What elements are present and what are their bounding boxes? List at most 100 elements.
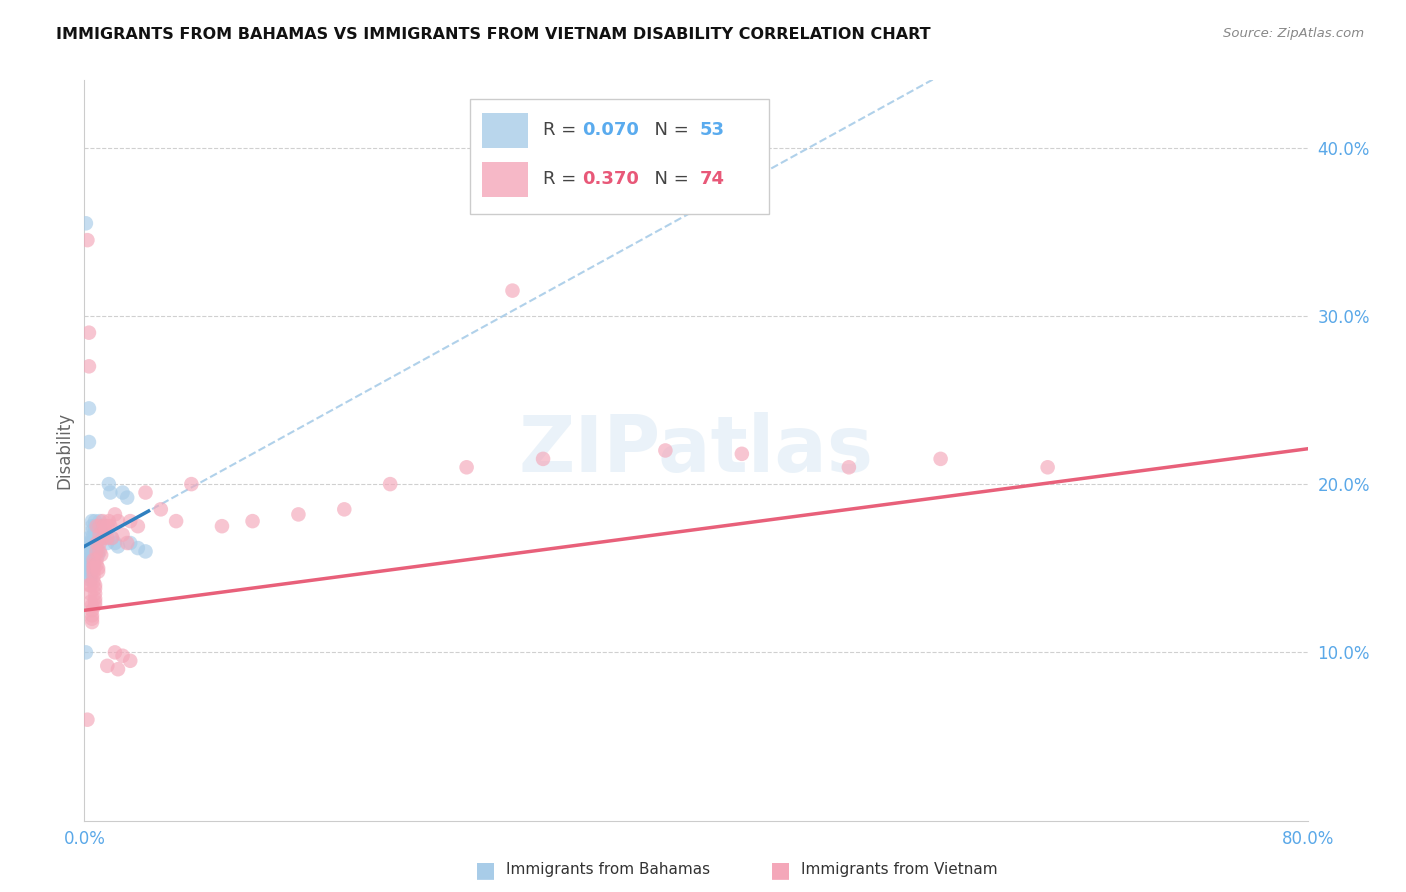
Point (80, 531, 103, 545)
Point (96, 536, 118, 550)
Point (84, 519, 107, 533)
FancyBboxPatch shape (482, 161, 529, 197)
Point (115, 491, 138, 505)
Point (84, 531, 107, 545)
Point (84, 582, 107, 596)
Point (1036, 460, 1059, 475)
Point (97, 477, 120, 491)
Point (120, 514, 142, 528)
Point (101, 531, 124, 545)
Point (96, 658, 118, 673)
Point (80, 536, 103, 550)
Point (91, 531, 114, 545)
Point (90, 548, 112, 562)
Point (120, 654, 142, 668)
Point (120, 536, 142, 550)
Point (80, 514, 103, 528)
Text: 53: 53 (700, 121, 724, 139)
Point (98, 485, 121, 500)
Point (111, 485, 134, 500)
Point (80, 524, 103, 539)
Point (287, 508, 309, 522)
Point (76, 553, 98, 567)
Text: R =: R = (543, 169, 582, 187)
Point (83, 561, 105, 575)
Point (91, 527, 114, 541)
Point (86, 558, 108, 572)
Text: R =: R = (543, 121, 582, 139)
Point (89, 514, 111, 528)
Point (104, 645, 127, 659)
Point (135, 544, 157, 558)
Point (90, 524, 112, 539)
Point (76, 561, 98, 575)
Point (93, 519, 115, 533)
Text: 0.070: 0.070 (582, 121, 640, 139)
Point (86, 536, 108, 550)
Point (79, 569, 101, 583)
Point (502, 284, 524, 298)
Point (242, 514, 264, 528)
Point (97, 514, 120, 528)
Point (77, 359, 100, 374)
Text: Source: ZipAtlas.com: Source: ZipAtlas.com (1223, 27, 1364, 40)
Text: Immigrants from Bahamas: Immigrants from Bahamas (506, 863, 710, 877)
Point (89, 536, 111, 550)
Point (80, 608, 103, 623)
Point (76, 544, 98, 558)
Point (80, 603, 103, 617)
Point (89, 527, 111, 541)
Text: 74: 74 (700, 169, 724, 187)
Text: ■: ■ (770, 860, 790, 880)
Point (79, 595, 101, 609)
Point (80, 599, 103, 613)
Text: N =: N = (644, 121, 695, 139)
Point (77, 531, 100, 545)
Point (76, 713, 98, 727)
Point (83, 574, 105, 589)
Point (87, 544, 110, 558)
FancyBboxPatch shape (470, 99, 769, 213)
Text: Immigrants from Vietnam: Immigrants from Vietnam (801, 863, 998, 877)
Point (96, 531, 118, 545)
Point (107, 514, 129, 528)
Point (83, 548, 105, 562)
Point (80, 541, 103, 555)
Point (76, 233, 98, 247)
Point (93, 531, 115, 545)
Point (87, 565, 110, 579)
Point (111, 527, 134, 541)
Text: ZIPatlas: ZIPatlas (519, 412, 873, 489)
Point (76, 558, 98, 572)
Point (127, 519, 149, 533)
Point (84, 591, 107, 606)
Point (75, 216, 97, 230)
Point (149, 502, 172, 516)
Point (84, 514, 107, 528)
Point (89, 519, 111, 533)
Point (86, 519, 108, 533)
Point (96, 519, 118, 533)
Point (83, 565, 105, 579)
Point (104, 508, 127, 522)
Point (79, 561, 101, 575)
Point (89, 519, 111, 533)
Point (84, 524, 107, 539)
Text: IMMIGRANTS FROM BAHAMAS VS IMMIGRANTS FROM VIETNAM DISABILITY CORRELATION CHART: IMMIGRANTS FROM BAHAMAS VS IMMIGRANTS FR… (56, 27, 931, 42)
Point (165, 514, 187, 528)
Point (107, 662, 129, 676)
Point (80, 615, 103, 629)
Point (929, 451, 952, 466)
Point (80, 519, 103, 533)
Point (531, 451, 554, 466)
Point (83, 544, 105, 558)
Point (86, 544, 108, 558)
Point (84, 586, 107, 600)
Point (87, 548, 110, 562)
Point (98, 519, 121, 533)
Point (86, 553, 108, 567)
Point (83, 553, 105, 567)
Point (79, 573, 101, 587)
Point (135, 485, 157, 500)
Point (79, 578, 101, 592)
